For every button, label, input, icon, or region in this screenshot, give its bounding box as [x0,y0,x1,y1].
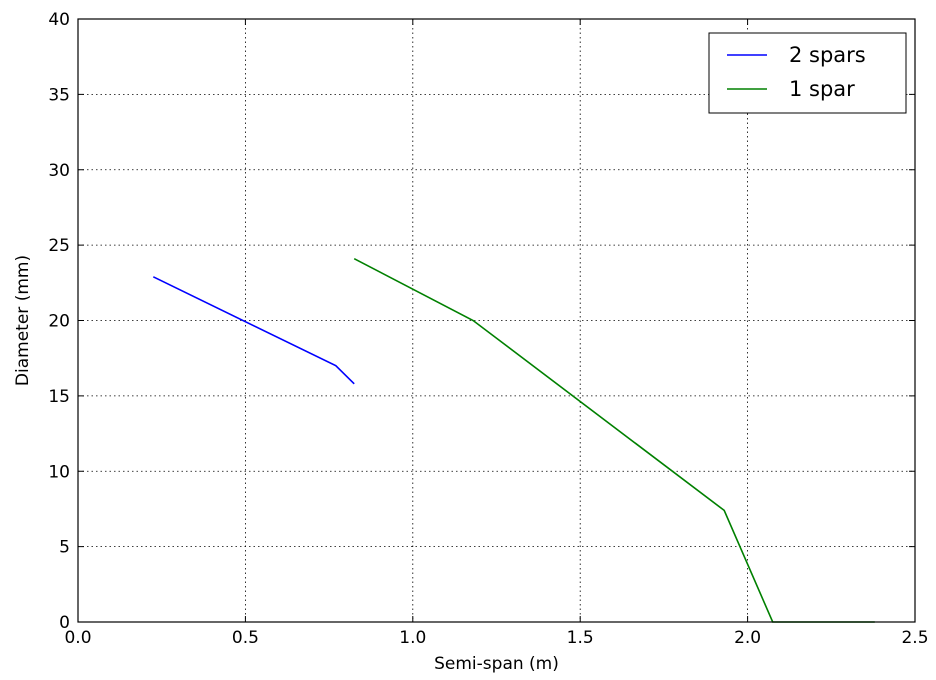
x-tick-label: 0.0 [64,628,91,648]
y-tick-label: 15 [48,387,70,407]
legend: 2 spars 1 spar [708,32,907,114]
x-tick-label: 2.5 [901,628,928,648]
y-axis-label: Diameter (mm) [13,255,33,386]
y-tick-label: 25 [48,236,70,256]
tick-marks [77,18,916,623]
legend-label: 2 spars [789,43,866,67]
x-tick-label: 2.0 [734,628,761,648]
legend-box [708,32,907,114]
x-axis-label: Semi-span (m) [434,654,559,674]
y-tick-label: 0 [59,613,70,633]
series-layer [152,257,875,623]
series-line-0 [152,276,355,385]
series-line-1 [353,257,875,623]
y-tick-label: 20 [48,312,70,332]
legend-label: 1 spar [789,77,855,101]
y-tick-label: 40 [48,10,70,30]
x-tick-label: 1.5 [567,628,594,648]
y-tick-label: 5 [59,538,70,558]
y-tick-labels: 0 5 10 15 20 25 30 35 40 [48,10,70,633]
y-tick-label: 30 [48,161,70,181]
x-tick-label: 1.0 [399,628,426,648]
y-tick-label: 10 [48,462,70,482]
y-tick-label: 35 [48,85,70,105]
x-tick-label: 0.5 [232,628,259,648]
x-tick-labels: 0.0 0.5 1.0 1.5 2.0 2.5 [64,628,928,648]
